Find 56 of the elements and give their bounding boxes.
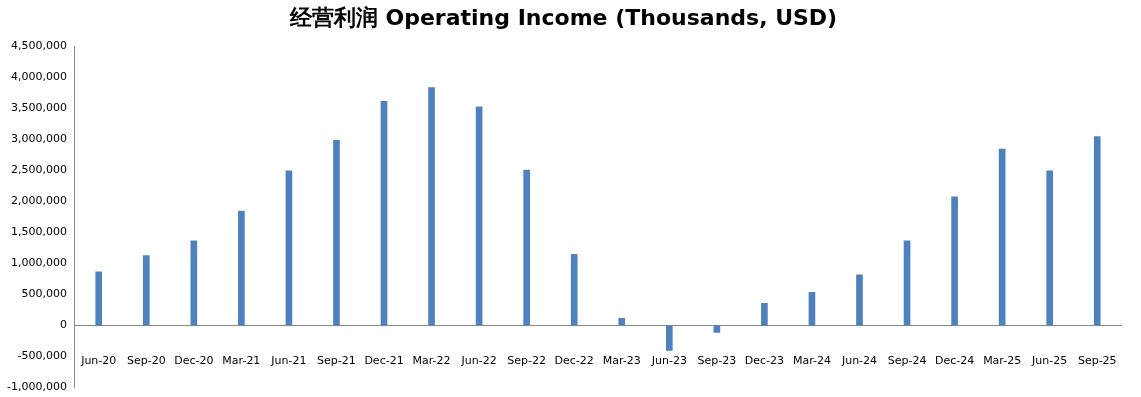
bar bbox=[238, 210, 245, 326]
x-tick-label: Dec-21 bbox=[364, 353, 404, 367]
bar bbox=[618, 317, 626, 326]
bar bbox=[713, 325, 721, 333]
x-tick-label: Mar-23 bbox=[602, 353, 641, 367]
y-tick-label: 1,000,000 bbox=[10, 256, 67, 270]
bar bbox=[761, 303, 768, 326]
y-tick-label: 1,500,000 bbox=[10, 225, 67, 239]
x-tick-label: Sep-25 bbox=[1077, 353, 1117, 367]
bar bbox=[475, 106, 483, 326]
x-tick-label: Dec-23 bbox=[744, 353, 785, 367]
x-tick-label: Dec-22 bbox=[554, 353, 594, 367]
bar bbox=[665, 325, 673, 351]
y-tick-label: 500,000 bbox=[21, 287, 67, 301]
x-tick-label: Mar-21 bbox=[222, 353, 261, 367]
y-tick-label: 3,000,000 bbox=[10, 132, 67, 146]
bar bbox=[951, 196, 958, 326]
bar bbox=[1093, 136, 1101, 326]
x-tick-label: Mar-22 bbox=[412, 353, 451, 367]
y-tick-label: 2,000,000 bbox=[10, 194, 67, 208]
bar bbox=[570, 254, 578, 326]
bar bbox=[142, 255, 150, 326]
bar bbox=[380, 100, 388, 326]
bar bbox=[95, 271, 103, 326]
x-tick-label: Dec-20 bbox=[174, 353, 214, 367]
bar bbox=[523, 169, 530, 326]
bar bbox=[903, 240, 911, 326]
x-tick-label: Jun-25 bbox=[1031, 353, 1068, 367]
x-tick-label: Sep-24 bbox=[887, 353, 927, 367]
x-tick-label: Dec-24 bbox=[934, 353, 975, 367]
y-tick-label: -500,000 bbox=[17, 349, 67, 363]
y-tick-label: 4,500,000 bbox=[10, 39, 67, 53]
bar bbox=[856, 274, 863, 326]
x-tick-label: Jun-20 bbox=[80, 353, 117, 367]
x-tick-label: Jun-21 bbox=[270, 353, 307, 367]
x-tick-label: Jun-22 bbox=[460, 353, 497, 367]
bar bbox=[333, 140, 340, 326]
x-tick-label: Jun-23 bbox=[650, 353, 687, 367]
y-tick-label: -1,000,000 bbox=[7, 380, 67, 394]
bar bbox=[428, 87, 435, 326]
x-tick-label: Mar-24 bbox=[792, 353, 831, 367]
x-tick-label: Mar-25 bbox=[983, 353, 1022, 367]
bar bbox=[190, 240, 198, 326]
x-tick-label: Jun-24 bbox=[840, 353, 878, 367]
x-tick-label: Sep-20 bbox=[126, 353, 166, 367]
y-tick-label: 3,500,000 bbox=[10, 101, 67, 115]
y-tick-label: 0 bbox=[59, 318, 67, 332]
bar bbox=[285, 170, 293, 326]
y-tick-label: 4,000,000 bbox=[10, 70, 67, 84]
bar bbox=[998, 148, 1006, 326]
bar bbox=[1046, 170, 1054, 326]
x-tick-label: Sep-21 bbox=[317, 353, 356, 367]
x-tick-label: Sep-23 bbox=[697, 353, 737, 367]
y-tick-label: 2,500,000 bbox=[10, 163, 67, 177]
x-tick-label: Sep-22 bbox=[507, 353, 547, 367]
chart-title: 经营利润 Operating Income (Thousands, USD) bbox=[288, 4, 838, 30]
